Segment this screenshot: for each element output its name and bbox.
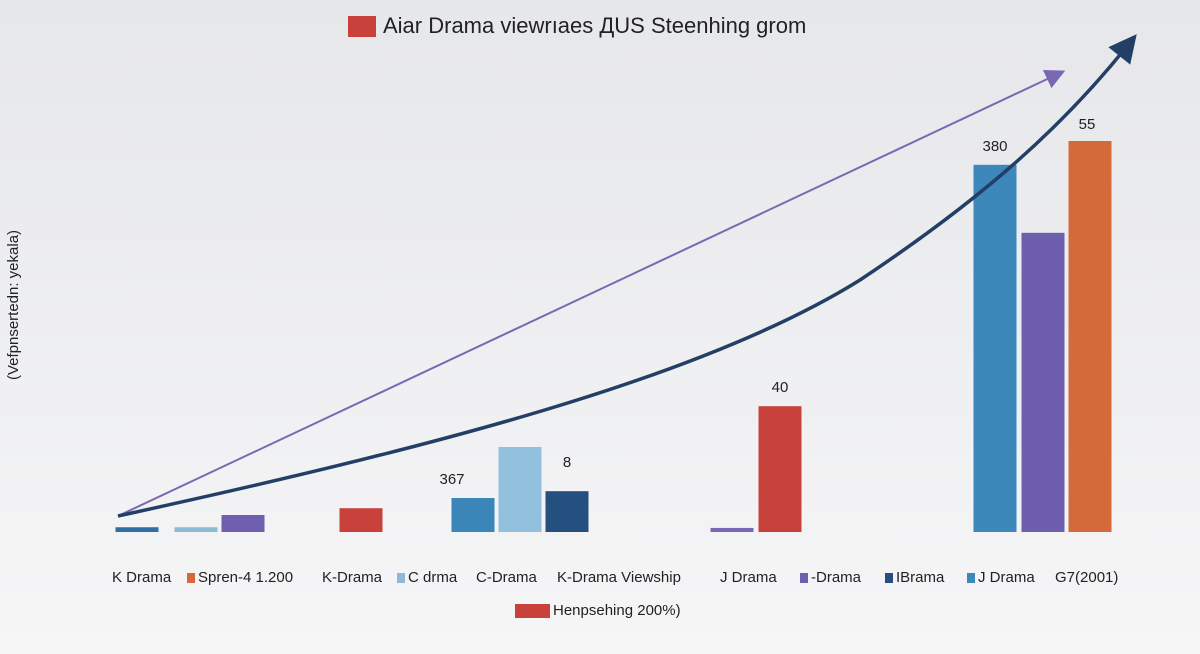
bar [115,527,159,532]
legend-label: K Drama [112,569,172,586]
bar [339,508,383,532]
bar [758,406,802,532]
legend-label: Henpsehing 200%) [553,602,681,619]
legend-label: C drma [408,569,458,586]
legend-label: C-Drama [476,569,537,586]
legend-label: K-Drama Viewship [557,569,681,586]
trend-arrow [117,70,1066,517]
trend-arrow [117,34,1137,518]
bar [451,498,495,532]
annotation: 380 [982,138,1007,155]
annotation: 8 [563,454,571,471]
chart-title: Aiar Drama viewrıaes ДUS Steenhing grom [383,13,806,38]
legend-swatch [187,573,195,583]
legend-label: Spren-4 1.200 [198,569,293,586]
legend-label: J Drama [978,569,1035,586]
annotation: 367 [439,471,464,488]
bar [1021,232,1065,533]
bar [545,491,589,532]
annotation: 40 [772,379,789,396]
legend-swatch [397,573,405,583]
legend-label: -Drama [811,569,862,586]
legend-swatch [885,573,893,583]
y-axis-label: (Vefpnsertedn: yekala) [5,230,22,380]
legend-label: K-Drama [322,569,383,586]
bar [498,447,542,532]
legend-swatch [967,573,975,583]
bar [174,527,218,532]
annotation: 55 [1079,116,1096,133]
bar [710,527,754,532]
bar [221,515,265,532]
legend-swatch [800,573,808,583]
legend-label: J Drama [720,569,777,586]
bar [1068,141,1112,532]
legend-swatch [515,604,550,618]
bar [973,164,1017,533]
legend-label: G7(2001) [1055,569,1118,586]
legend-label: IBrama [896,569,945,586]
title-marker [348,16,376,37]
